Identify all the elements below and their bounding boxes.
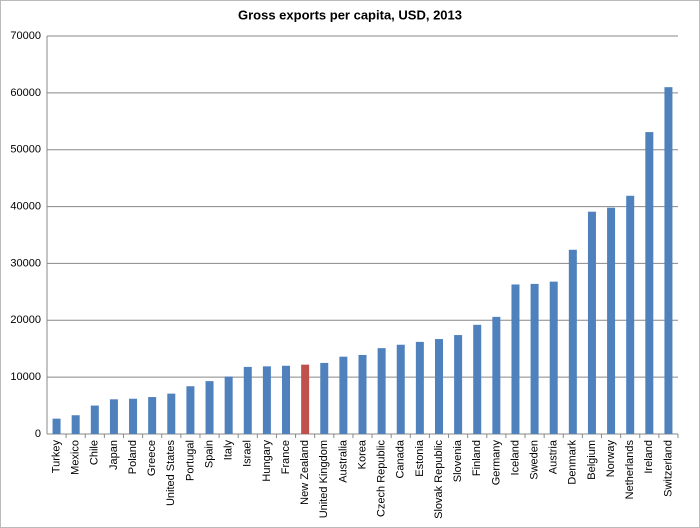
x-tick-label: New Zealand — [299, 440, 311, 505]
y-tick-label: 0 — [35, 428, 41, 440]
x-tick-label: Chile — [89, 440, 101, 465]
bar — [224, 376, 233, 434]
bar — [377, 348, 386, 434]
bar — [415, 341, 424, 434]
x-tick-label: Switzerland — [662, 440, 674, 497]
x-tick-label: Slovak Republic — [433, 440, 445, 519]
x-tick-label: Austria — [548, 439, 560, 474]
bar — [358, 354, 367, 434]
x-tick-label: Iceland — [509, 440, 521, 475]
bar — [339, 356, 348, 434]
x-tick-label: Slovenia — [452, 439, 464, 482]
x-tick-label: Australia — [337, 439, 349, 483]
x-tick-label: Ireland — [643, 440, 655, 474]
bar — [396, 344, 405, 434]
chart-title: Gross exports per capita, USD, 2013 — [238, 7, 462, 22]
bar — [568, 249, 577, 434]
bar — [262, 366, 271, 434]
y-tick-label: 20000 — [10, 314, 41, 326]
y-tick-label: 50000 — [10, 144, 41, 156]
bar — [109, 399, 118, 434]
x-tick-label: Denmark — [567, 440, 579, 485]
x-tick-label: Turkey — [50, 440, 62, 474]
x-tick-label: United States — [165, 440, 177, 507]
bar — [549, 281, 558, 434]
y-tick-label: 60000 — [10, 87, 41, 99]
x-tick-label: Czech Republic — [376, 440, 388, 518]
x-tick-label: Portugal — [184, 440, 196, 481]
x-tick-label: Greece — [146, 440, 158, 476]
bar — [167, 393, 176, 434]
x-tick-label: Sweden — [528, 440, 540, 480]
bar — [626, 195, 635, 434]
bar — [186, 386, 195, 434]
x-tick-label: United Kingdom — [318, 440, 330, 518]
bar — [301, 364, 310, 434]
x-tick-label: France — [280, 440, 292, 474]
bar — [664, 87, 673, 435]
x-tick-label: Canada — [395, 439, 407, 478]
y-tick-label: 30000 — [10, 257, 41, 269]
bar — [607, 207, 616, 434]
bar — [243, 366, 252, 434]
bar — [71, 415, 80, 434]
bar — [492, 316, 501, 434]
bar — [129, 398, 138, 434]
x-tick-label: Poland — [127, 440, 139, 474]
bar — [434, 339, 443, 434]
bar — [587, 211, 596, 434]
bar — [645, 132, 654, 435]
bar — [52, 418, 61, 434]
x-tick-label: Italy — [223, 440, 235, 461]
bar — [530, 283, 539, 434]
bar — [148, 397, 157, 434]
bar — [282, 365, 291, 434]
x-tick-label: Belgium — [586, 440, 598, 480]
bar — [90, 405, 99, 434]
y-tick-label: 70000 — [10, 30, 41, 42]
bar — [205, 381, 214, 434]
bar — [454, 335, 463, 434]
x-tick-label: Israel — [242, 440, 254, 467]
x-tick-label: Mexico — [70, 440, 82, 475]
x-tick-label: Norway — [605, 440, 617, 478]
y-tick-label: 40000 — [10, 200, 41, 212]
bar — [511, 284, 520, 434]
x-tick-label: Finland — [471, 440, 483, 476]
x-tick-label: Japan — [108, 440, 120, 470]
x-tick-label: Korea — [356, 439, 368, 469]
bar — [473, 324, 482, 434]
x-tick-label: Germany — [490, 440, 502, 486]
x-tick-label: Netherlands — [624, 440, 636, 500]
x-tick-label: Estonia — [414, 439, 426, 477]
x-tick-label: Hungary — [261, 440, 273, 482]
y-tick-label: 10000 — [10, 371, 41, 383]
x-tick-label: Spain — [203, 440, 215, 468]
bar — [320, 362, 329, 434]
